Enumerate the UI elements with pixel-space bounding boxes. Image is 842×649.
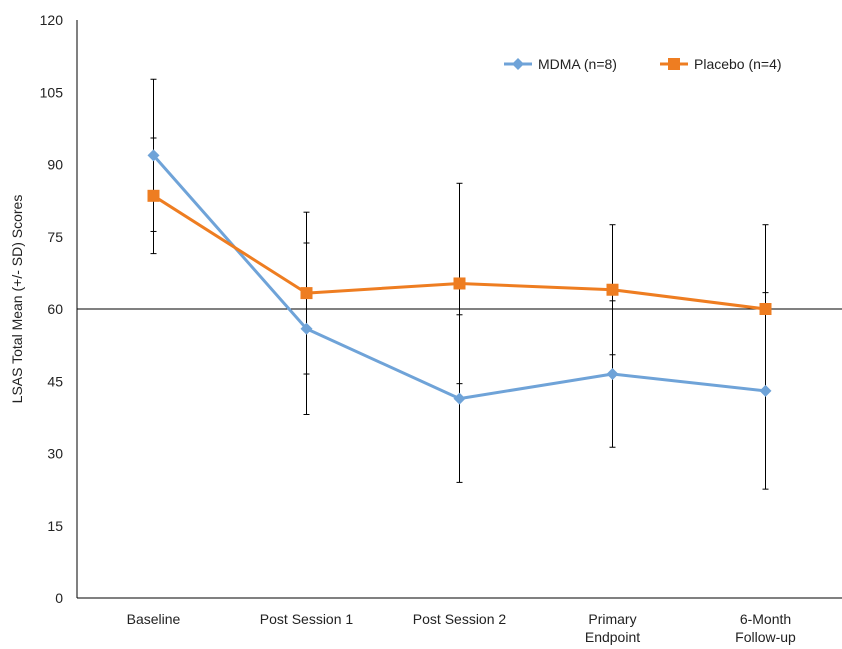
legend-label: Placebo (n=4): [694, 56, 782, 72]
y-tick-label: 45: [47, 373, 63, 389]
legend: MDMA (n=8) Placebo (n=4): [504, 56, 782, 72]
x-tick-label-line: Endpoint: [585, 629, 640, 645]
legend-label: MDMA (n=8): [538, 56, 617, 72]
series-markers: [147, 149, 772, 405]
y-tick-label: 60: [47, 301, 63, 317]
x-tick-labels: Baseline Post Session 1 Post Session 2 Prim…: [127, 611, 796, 645]
y-tick-label: 90: [47, 157, 63, 173]
legend-marker: [512, 58, 524, 70]
data-point: [147, 189, 160, 202]
y-tick-label: 30: [47, 446, 63, 462]
data-point: [759, 303, 772, 315]
y-tick-label: 75: [47, 229, 63, 245]
y-tick-label: 15: [47, 518, 63, 534]
data-point: [606, 368, 619, 381]
y-tick-label: 0: [55, 590, 63, 606]
x-tick-label: Primary Endpoint: [585, 611, 640, 645]
data-point: [759, 384, 772, 397]
y-tick-label: 105: [40, 84, 64, 100]
data-point: [606, 283, 619, 296]
x-tick-label-line: 6-Month: [740, 611, 791, 627]
x-tick-label-line: Baseline: [127, 611, 181, 627]
x-tick-label: Post Session 2: [413, 611, 507, 627]
data-point: [300, 287, 313, 300]
x-tick-label-line: Post Session 1: [260, 611, 354, 627]
data-point: [147, 149, 160, 162]
data-point: [453, 392, 466, 405]
x-tick-label-line: Follow-up: [735, 629, 796, 645]
x-tick-label-line: Post Session 2: [413, 611, 507, 627]
y-axis-title: LSAS Total Mean (+/- SD) Scores: [9, 195, 25, 404]
data-point: [300, 322, 313, 335]
legend-marker: [668, 58, 680, 70]
x-tick-label: Baseline: [127, 611, 181, 627]
x-tick-label: Post Session 1: [260, 611, 354, 627]
x-tick-label: 6-Month Follow-up: [735, 611, 796, 645]
y-tick-label: 120: [40, 12, 64, 28]
data-point: [453, 277, 466, 290]
x-tick-label-line: Primary: [588, 611, 636, 627]
y-tick-labels: 0 15 30 45 60 75 90 105 120: [40, 12, 64, 606]
